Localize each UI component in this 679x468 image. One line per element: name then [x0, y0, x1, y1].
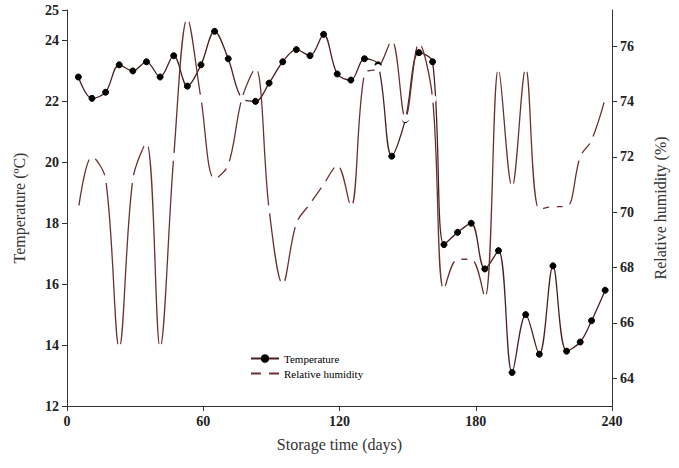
- svg-text:76: 76: [620, 39, 634, 54]
- svg-text:Storage time (days): Storage time (days): [277, 436, 402, 454]
- svg-text:Temperature (ºC): Temperature (ºC): [11, 153, 29, 264]
- svg-text:12: 12: [45, 399, 59, 414]
- svg-text:18: 18: [45, 216, 59, 231]
- svg-text:16: 16: [45, 277, 59, 292]
- svg-text:180: 180: [465, 414, 486, 429]
- svg-text:22: 22: [45, 94, 59, 109]
- svg-text:25: 25: [45, 3, 59, 18]
- svg-text:Relative humidity (%): Relative humidity (%): [652, 136, 670, 279]
- svg-text:72: 72: [620, 149, 634, 164]
- svg-text:24: 24: [45, 33, 59, 48]
- svg-text:60: 60: [196, 414, 210, 429]
- svg-text:20: 20: [45, 155, 59, 170]
- svg-text:120: 120: [329, 414, 350, 429]
- svg-text:Relative humidity: Relative humidity: [284, 368, 364, 380]
- svg-text:Temperature: Temperature: [284, 353, 340, 365]
- svg-text:66: 66: [620, 315, 634, 330]
- svg-text:64: 64: [620, 371, 634, 386]
- svg-text:240: 240: [602, 414, 623, 429]
- svg-text:0: 0: [64, 414, 71, 429]
- svg-text:70: 70: [620, 205, 634, 220]
- svg-text:68: 68: [620, 260, 634, 275]
- svg-text:74: 74: [620, 94, 634, 109]
- svg-text:14: 14: [45, 338, 59, 353]
